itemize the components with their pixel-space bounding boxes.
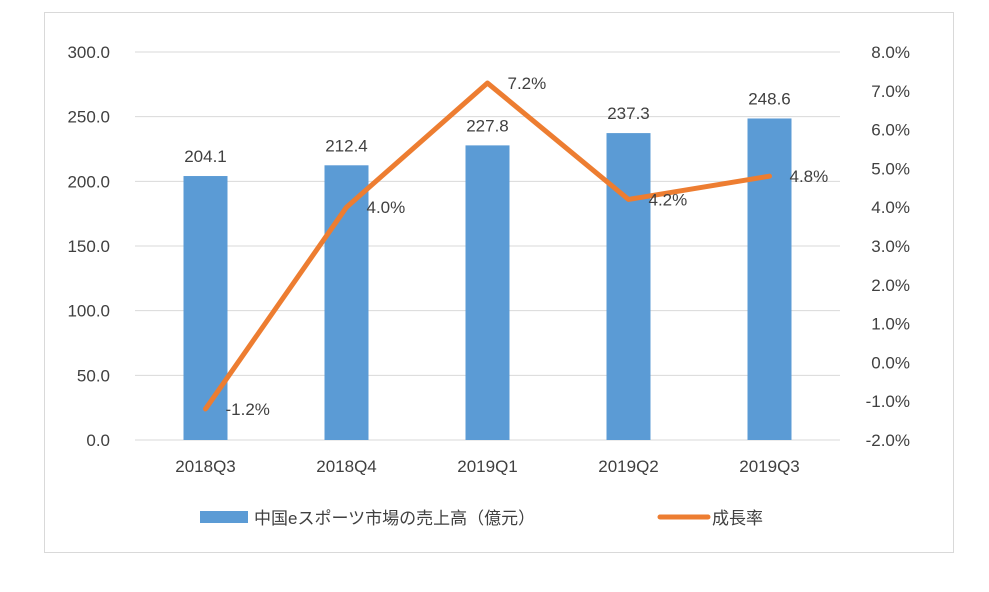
chart-frame [44, 12, 954, 553]
bar [747, 118, 792, 441]
x-tick-label: 2019Q1 [457, 457, 518, 476]
right-tick-label: 2.0% [871, 276, 910, 295]
line-data-label: 4.2% [649, 190, 688, 209]
right-tick-label: 1.0% [871, 315, 910, 334]
right-tick-label: 0.0% [871, 353, 910, 372]
bar [183, 176, 228, 440]
legend-bar-swatch [200, 511, 248, 523]
right-tick-label: 7.0% [871, 82, 910, 101]
right-tick-label: -2.0% [866, 431, 910, 450]
right-tick-label: 5.0% [871, 159, 910, 178]
left-tick-label: 50.0 [77, 366, 110, 385]
bar-data-label: 204.1 [184, 147, 227, 166]
left-tick-label: 250.0 [67, 108, 110, 127]
growth-line [203, 80, 772, 412]
legend-bar-label: 中国eスポーツ市場の売上高（億元） [254, 509, 535, 528]
x-tick-label: 2018Q4 [316, 457, 377, 476]
bar-data-label: 237.3 [607, 104, 650, 123]
bar [465, 145, 510, 440]
line-data-label: 7.2% [508, 74, 547, 93]
right-tick-label: 3.0% [871, 237, 910, 256]
line-data-label: 4.0% [367, 198, 406, 217]
bar [606, 133, 651, 441]
right-tick-label: 4.0% [871, 198, 910, 217]
x-tick-label: 2019Q3 [739, 457, 800, 476]
legend-line-label: 成長率 [712, 509, 763, 528]
right-tick-label: -1.0% [866, 392, 910, 411]
left-tick-label: 300.0 [67, 43, 110, 62]
line-data-label: -1.2% [226, 400, 270, 419]
bar-data-label: 212.4 [325, 136, 368, 155]
line-data-label: 4.8% [790, 167, 829, 186]
left-tick-label: 150.0 [67, 237, 110, 256]
x-tick-label: 2019Q2 [598, 457, 659, 476]
left-tick-label: 100.0 [67, 302, 110, 321]
right-tick-label: 8.0% [871, 43, 910, 62]
left-tick-label: 200.0 [67, 172, 110, 191]
bar-data-label: 248.6 [748, 89, 791, 108]
x-tick-label: 2018Q3 [175, 457, 236, 476]
right-tick-label: 6.0% [871, 121, 910, 140]
left-tick-label: 0.0 [86, 431, 110, 450]
bar-data-label: 227.8 [466, 116, 509, 135]
